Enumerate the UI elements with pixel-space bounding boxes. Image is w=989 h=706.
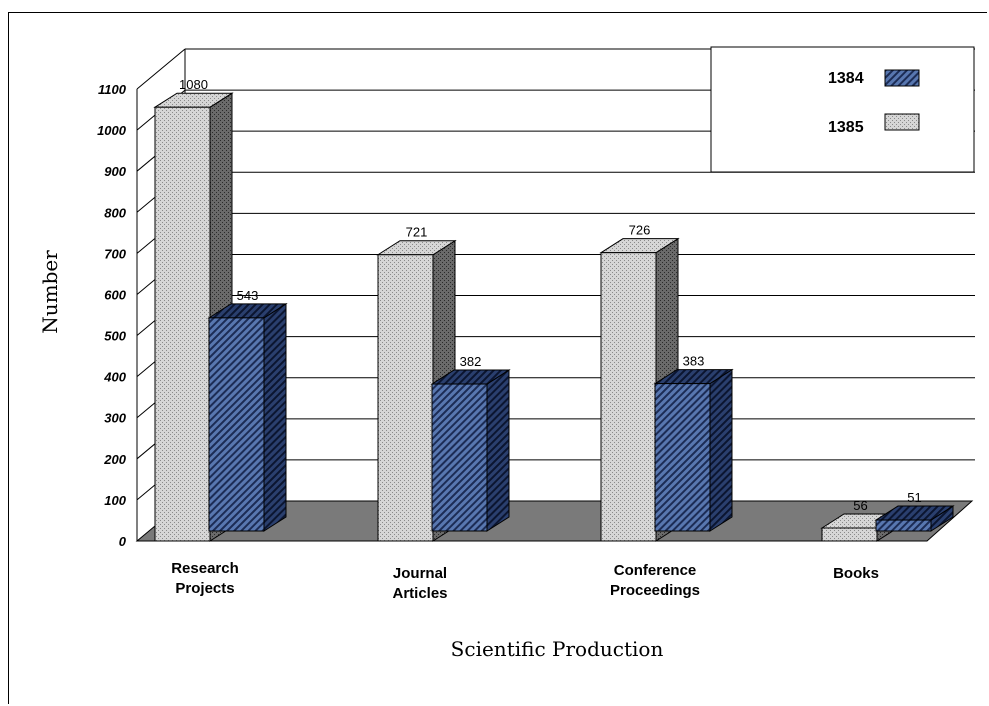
bar-1384-1 <box>430 369 511 532</box>
bar-front <box>875 519 932 532</box>
value-label: 1080 <box>179 77 208 92</box>
value-label: 51 <box>907 490 921 505</box>
y-tick-label: 1100 <box>98 82 127 97</box>
x-axis-title: Scientific Production <box>451 637 664 661</box>
value-label: 721 <box>406 225 428 240</box>
y-tick-label: 300 <box>104 411 126 426</box>
legend-box <box>710 46 975 173</box>
bar-side <box>486 369 510 532</box>
bar-front <box>208 317 265 532</box>
y-tick-label: 200 <box>103 452 126 467</box>
x-category-label: Conference Proceedings <box>610 562 700 599</box>
x-category-label: Books <box>833 565 879 582</box>
legend-swatch-1384 <box>884 69 920 87</box>
bar-front <box>654 383 711 532</box>
bars <box>153 92 955 542</box>
chart-frame <box>8 12 987 704</box>
bar-side <box>263 302 287 532</box>
y-tick-label: 100 <box>104 493 126 508</box>
bar-front <box>154 106 211 542</box>
y-tick-label: 700 <box>104 246 126 261</box>
value-label: 382 <box>460 354 482 369</box>
value-label: 56 <box>853 498 867 513</box>
x-category-label: Research Projects <box>171 560 239 597</box>
y-axis-ticks: 0 100 200 300 400 500 600 700 800 900 1000 1100 <box>97 82 127 549</box>
y-tick-label: 900 <box>104 164 126 179</box>
x-axis-categories: Research Projects Journal Articles Conferenc… <box>171 560 879 602</box>
bar-1384-3 <box>874 505 955 532</box>
value-label: 543 <box>237 288 259 303</box>
y-tick-label: 400 <box>103 370 126 385</box>
legend-label-1384: 1384 <box>828 70 864 87</box>
legend: 1384 1385 <box>710 46 975 173</box>
bar-side <box>709 368 733 532</box>
y-tick-label: 1000 <box>97 123 127 138</box>
value-label: 383 <box>683 354 705 369</box>
value-labels: 1080 543 721 382 726 383 56 51 <box>179 77 922 513</box>
bar-front <box>377 254 434 542</box>
y-tick-label: 0 <box>119 534 127 549</box>
legend-label-1385: 1385 <box>828 119 864 136</box>
x-category-label: Journal Articles <box>392 565 447 602</box>
bar-front <box>821 527 878 542</box>
y-tick-label: 500 <box>104 329 126 344</box>
bar-front <box>431 383 488 532</box>
y-axis-title: Number <box>38 250 62 334</box>
bar-1384-2 <box>653 368 734 532</box>
legend-swatch-1385 <box>884 113 920 131</box>
bar-front <box>600 252 657 542</box>
gridline-side <box>136 48 186 90</box>
value-label: 726 <box>629 223 651 238</box>
bar-1384-0 <box>207 302 288 532</box>
y-tick-label: 600 <box>104 287 126 302</box>
y-tick-label: 800 <box>104 205 126 220</box>
